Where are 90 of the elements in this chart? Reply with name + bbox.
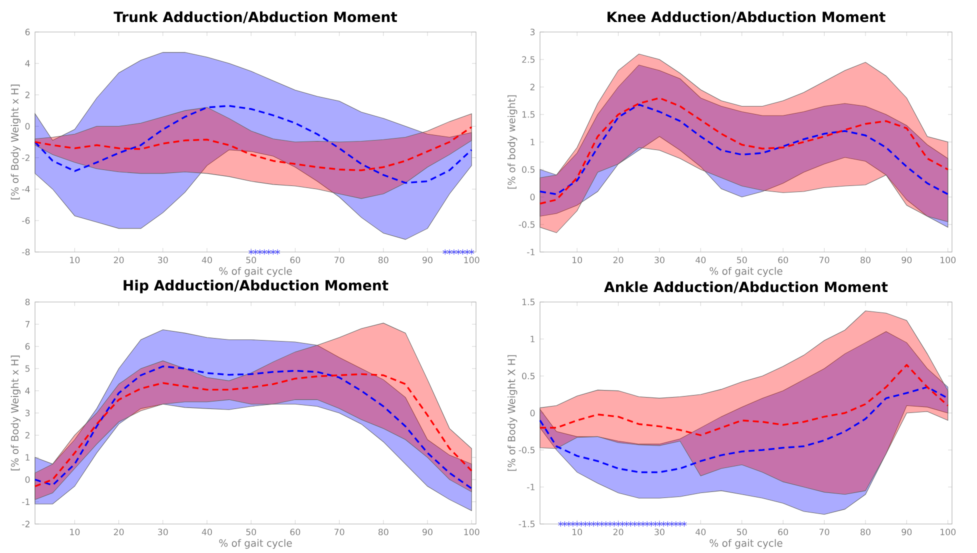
x-tick-label: 100 [940,528,956,536]
chart-title: Ankle Adduction/Abduction Moment [604,281,888,294]
x-axis-title: % of gait cycle [710,266,782,277]
y-tick-label: 2 [25,432,30,438]
x-tick-label: 40 [202,528,212,536]
x-tick-label: 90 [902,528,912,536]
x-tick-label: 100 [464,256,480,264]
y-tick-label: -0.5 [518,446,535,454]
x-tick-label: 20 [114,256,124,264]
x-tick-label: 50 [737,528,747,536]
x-tick-label: 70 [334,256,344,264]
x-tick-label: 10 [572,528,582,536]
x-tick-label: 70 [819,528,830,536]
y-axis-title: [% of Body Weight x H] [10,356,20,470]
x-tick-label: 60 [778,256,788,264]
x-axis-title: % of gait cycle [219,538,292,549]
x-tick-label: 10 [70,256,80,264]
x-axis-title: % of gait cycle [710,538,782,549]
x-tick-label: 80 [860,256,870,264]
y-tick-label: -1 [22,498,30,505]
x-tick-label: 40 [696,256,706,264]
y-tick-label: 1 [530,138,534,146]
line-series [539,364,949,436]
y-tick-label: -0.5 [518,221,535,228]
y-tick-label: 6 [25,28,30,36]
y-axis-title: [% of Body Weight x H] [10,84,20,200]
x-tick-label: 50 [246,256,256,264]
chart-title: Knee Adduction/Abduction Moment [608,11,886,24]
y-tick-label: -2 [22,154,30,161]
x-tick-label: 90 [902,256,912,264]
x-axis-title: % of gait cycle [219,266,292,277]
y-tick-label: -6 [22,217,30,224]
line-series [539,386,949,473]
y-tick-label: 4 [25,388,30,394]
y-tick-label: 6 [25,343,30,350]
x-tick-label: 40 [202,256,212,264]
y-axis-title: [% of Body Weight X H] [508,355,518,471]
y-axis-title: [% of body weight] [508,95,518,189]
x-tick-label: 90 [422,528,432,536]
y-tick-label: 0.5 [522,166,535,173]
y-tick-label: 1 [26,454,30,460]
y-tick-label: -2 [22,520,30,528]
line-series [34,104,472,184]
x-tick-label: 30 [654,528,664,536]
x-tick-label: 100 [940,256,956,264]
x-tick-label: 30 [158,528,168,536]
y-tick-label: -8 [22,248,30,256]
x-tick-label: 70 [334,528,344,536]
x-tick-label: 80 [378,256,388,264]
y-tick-label: 3 [25,410,30,416]
y-tick-label: 0 [530,410,535,416]
chart-title: Hip Adduction/Abduction Moment [124,280,388,294]
y-tick-label: 7 [25,320,30,328]
y-tick-label: -1.5 [518,520,535,528]
x-tick-label: 20 [613,528,624,536]
y-tick-label: -1 [527,248,534,256]
x-tick-label: 60 [290,256,300,264]
x-tick-label: 20 [613,256,624,264]
y-tick-label: 1.5 [522,111,535,118]
y-tick-label: 3 [530,28,535,36]
y-tick-label: -4 [22,186,30,192]
y-tick-label: -1 [527,484,534,490]
y-tick-label: 4 [25,60,30,66]
y-tick-label: 5 [25,365,30,372]
x-tick-label: 80 [860,528,870,536]
x-tick-label: 60 [290,528,300,536]
y-tick-label: 0 [530,194,535,200]
x-tick-label: 10 [572,256,582,264]
x-tick-label: 70 [819,256,830,264]
y-tick-label: 0 [25,476,30,483]
y-tick-label: 1.5 [522,298,535,306]
x-tick-label: 100 [464,528,480,536]
y-tick-label: 1 [530,336,534,342]
x-tick-label: 80 [378,528,388,536]
x-tick-label: 50 [246,528,256,536]
x-tick-label: 60 [778,528,788,536]
y-tick-label: 0 [25,122,30,130]
x-tick-label: 20 [114,528,124,536]
y-tick-label: 2 [25,92,30,98]
x-tick-label: 10 [70,528,80,536]
x-tick-label: 30 [654,256,664,264]
x-tick-label: 90 [422,256,432,264]
y-tick-label: 0.5 [522,372,535,380]
chart-title: Trunk Adduction/Abduction Moment [114,11,398,24]
y-tick-label: 2 [530,84,534,90]
y-tick-label: 8 [25,298,30,306]
x-tick-label: 40 [696,528,706,536]
y-tick-label: 2.5 [522,56,535,63]
x-tick-label: 50 [737,256,747,264]
x-tick-label: 30 [158,256,168,264]
